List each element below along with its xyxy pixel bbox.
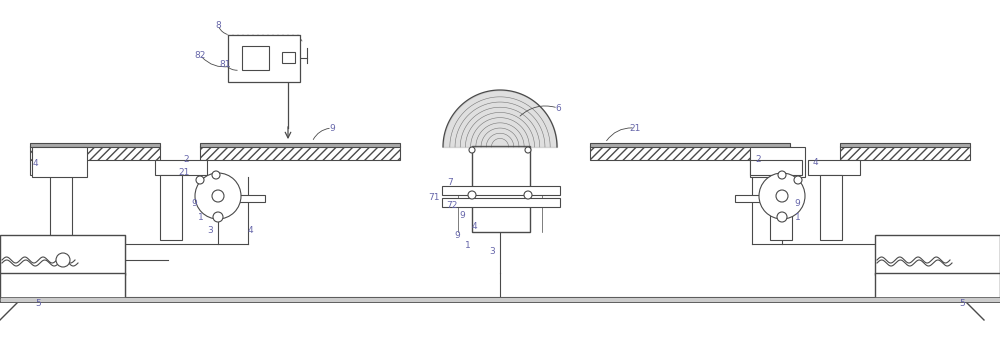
Circle shape bbox=[777, 212, 787, 222]
Text: 9: 9 bbox=[329, 123, 335, 132]
Text: 9: 9 bbox=[459, 211, 465, 220]
Bar bbox=[200, 195, 265, 202]
Circle shape bbox=[759, 173, 805, 219]
Circle shape bbox=[525, 147, 531, 153]
Bar bbox=[200, 143, 400, 147]
Bar bbox=[442, 186, 560, 195]
Text: 1: 1 bbox=[795, 212, 801, 221]
Bar bbox=[282, 52, 295, 63]
Text: 4: 4 bbox=[32, 158, 38, 167]
Bar bbox=[0, 297, 1000, 302]
Text: 81: 81 bbox=[219, 59, 231, 68]
Bar bbox=[750, 147, 805, 177]
Bar bbox=[820, 175, 842, 240]
Circle shape bbox=[778, 171, 786, 179]
Text: 1: 1 bbox=[198, 212, 204, 221]
Bar bbox=[160, 175, 182, 240]
Text: 4: 4 bbox=[247, 225, 253, 234]
Text: 7: 7 bbox=[447, 177, 453, 186]
Text: 6: 6 bbox=[555, 104, 561, 112]
Text: 4: 4 bbox=[812, 158, 818, 166]
Text: 8: 8 bbox=[215, 21, 221, 30]
Text: 21: 21 bbox=[178, 167, 190, 176]
Bar bbox=[472, 146, 530, 232]
Bar bbox=[875, 235, 1000, 275]
Circle shape bbox=[213, 212, 223, 222]
Bar bbox=[0, 273, 125, 298]
Bar bbox=[0, 235, 125, 275]
Bar bbox=[32, 147, 87, 177]
Bar bbox=[840, 146, 970, 160]
Circle shape bbox=[196, 176, 204, 184]
Circle shape bbox=[468, 191, 476, 199]
Bar bbox=[590, 146, 790, 160]
Text: 3: 3 bbox=[489, 248, 495, 256]
Text: 2: 2 bbox=[755, 154, 761, 163]
Circle shape bbox=[524, 191, 532, 199]
Text: 5: 5 bbox=[35, 300, 41, 309]
Text: 72: 72 bbox=[446, 201, 458, 210]
Bar bbox=[155, 160, 207, 175]
Circle shape bbox=[776, 190, 788, 202]
Text: 9: 9 bbox=[794, 198, 800, 207]
Text: 9: 9 bbox=[191, 198, 197, 207]
Text: 71: 71 bbox=[428, 193, 440, 202]
Circle shape bbox=[212, 190, 224, 202]
Text: 82: 82 bbox=[194, 50, 206, 59]
Text: 3: 3 bbox=[207, 225, 213, 234]
Circle shape bbox=[794, 176, 802, 184]
Circle shape bbox=[212, 171, 220, 179]
Bar bbox=[30, 143, 160, 147]
Bar bbox=[30, 160, 82, 175]
Circle shape bbox=[195, 173, 241, 219]
Bar bbox=[30, 146, 160, 160]
Text: 9: 9 bbox=[454, 231, 460, 240]
Circle shape bbox=[469, 147, 475, 153]
Text: 4: 4 bbox=[471, 221, 477, 230]
Bar bbox=[808, 160, 860, 175]
Bar bbox=[242, 46, 269, 70]
Bar bbox=[770, 175, 792, 240]
Text: 5: 5 bbox=[959, 300, 965, 309]
Bar bbox=[735, 195, 800, 202]
Bar bbox=[840, 143, 970, 147]
Circle shape bbox=[56, 253, 70, 267]
Text: 1: 1 bbox=[465, 242, 471, 251]
Bar bbox=[590, 143, 790, 147]
Bar bbox=[750, 160, 802, 175]
Bar bbox=[875, 273, 1000, 298]
Text: 2: 2 bbox=[183, 154, 189, 163]
Bar bbox=[50, 175, 72, 240]
Bar bbox=[200, 146, 400, 160]
Bar bbox=[228, 35, 300, 82]
Bar bbox=[442, 198, 560, 207]
Text: 21: 21 bbox=[629, 123, 641, 132]
